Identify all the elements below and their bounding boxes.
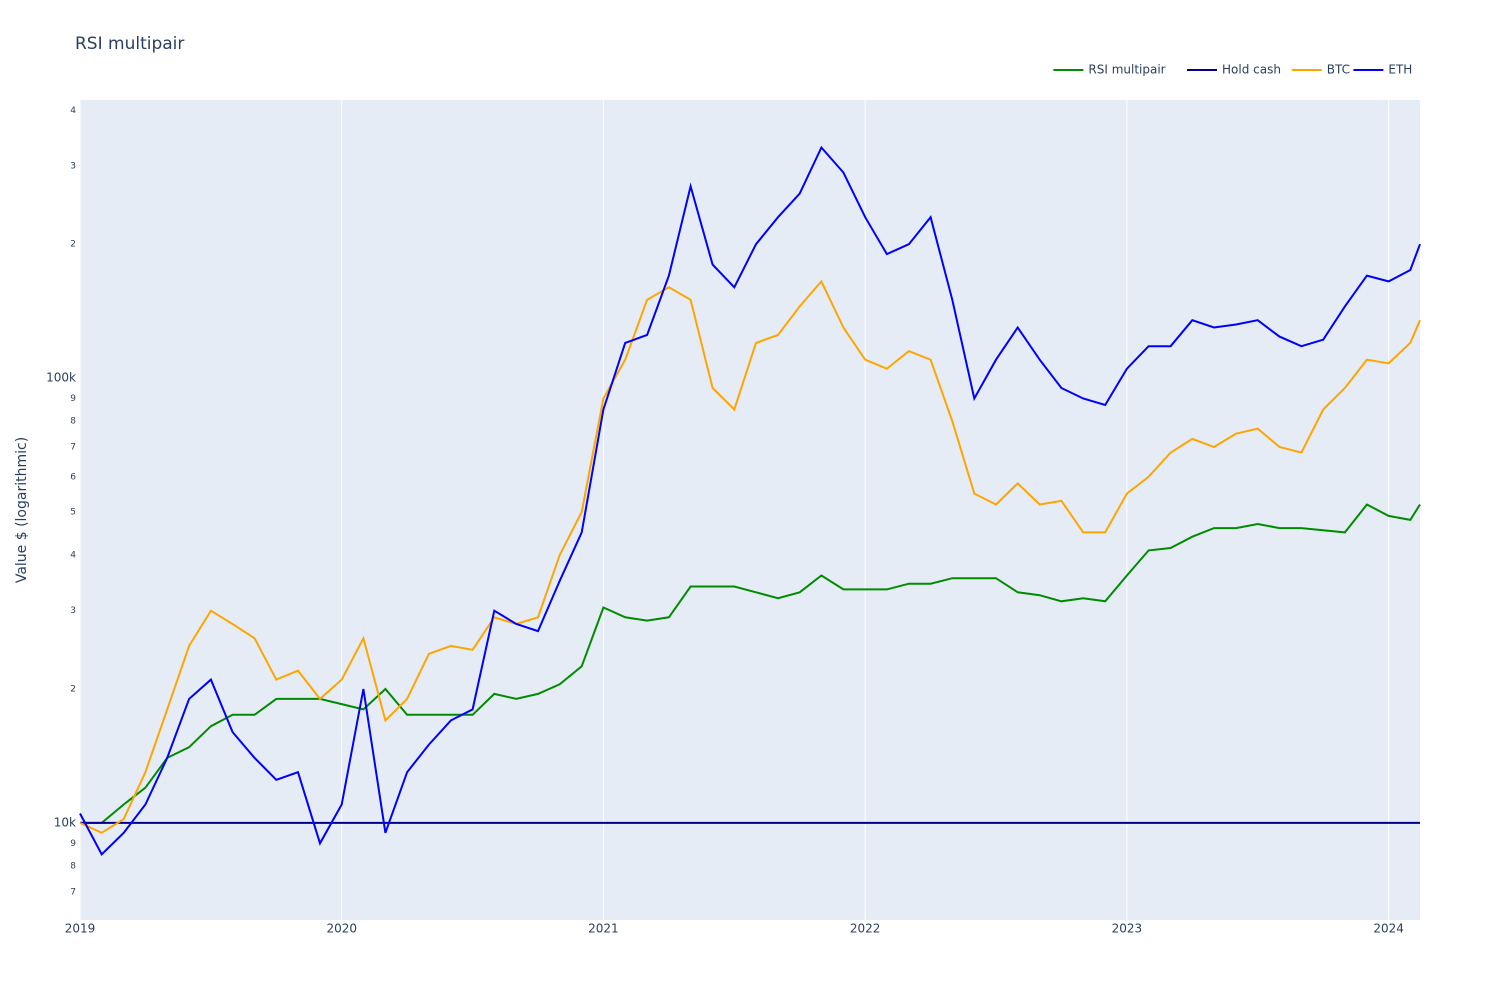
y-tick-label: 2 (70, 685, 76, 695)
x-tick-label: 2023 (1112, 922, 1143, 936)
y-tick-label: 8 (70, 862, 76, 872)
y-tick-label: 10k (54, 815, 76, 829)
y-tick-label: 3 (70, 161, 76, 171)
x-tick-label: 2019 (65, 922, 96, 936)
legend-label: BTC (1327, 63, 1350, 77)
x-tick-label: 2021 (588, 922, 619, 936)
y-tick-label: 6 (70, 472, 76, 482)
legend-label: ETH (1388, 63, 1412, 77)
y-tick-label: 7 (70, 443, 76, 453)
y-tick-label: 9 (70, 394, 76, 404)
y-tick-label: 9 (70, 839, 76, 849)
x-tick-label: 2020 (326, 922, 357, 936)
series-line (79, 279, 1421, 834)
y-tick-label: 100k (46, 371, 76, 385)
y-tick-label: 5 (70, 508, 76, 518)
y-tick-label: 8 (70, 417, 76, 427)
x-tick-label: 2024 (1373, 922, 1404, 936)
series-line (79, 145, 1421, 856)
legend-label: RSI multipair (1088, 63, 1165, 77)
y-tick-label: 4 (70, 106, 76, 116)
y-tick-label: 2 (70, 240, 76, 250)
series-line (80, 503, 1421, 824)
plot-area (80, 100, 1420, 920)
x-tick-label: 2022 (850, 922, 881, 936)
y-tick-label: 3 (70, 606, 76, 616)
chart-title: RSI multipair (75, 34, 184, 54)
y-axis-title: Value $ (logarithmic) (14, 437, 30, 583)
y-tick-label: 7 (70, 887, 76, 897)
legend-label: Hold cash (1222, 63, 1281, 77)
y-tick-label: 4 (70, 551, 76, 561)
